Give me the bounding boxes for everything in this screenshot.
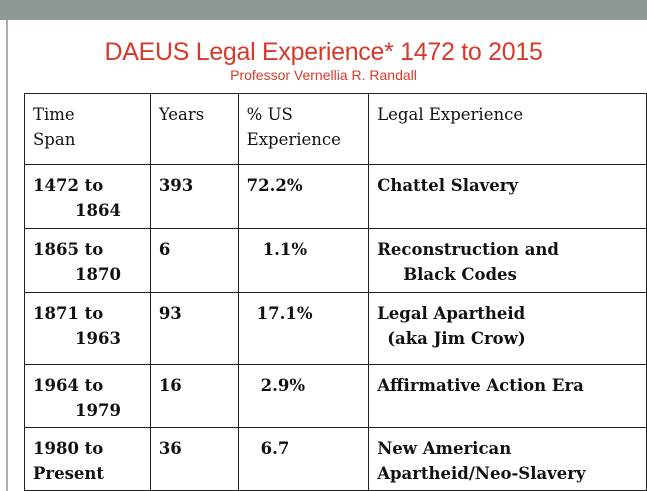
percent-cell: 2.9% [237,364,370,428]
percent-cell: 72.2% [237,164,370,229]
experience-cell: Reconstruction and Black Codes [368,228,647,293]
years-cell: 36 [149,427,239,491]
span-cell: 1865 to 1870 [24,228,151,293]
legal-experience-table: Time Span Years % US Experience Legal Ex… [24,93,647,491]
percent-value: 72.2% [246,176,303,195]
span-to: 1864 [75,201,121,220]
experience-line1: Chattel Slavery [377,176,519,195]
years-cell: 6 [149,228,239,293]
span-from: 1871 to [33,304,104,323]
table-row: 1865 to 1870 6 1.1% Reconstruction and B… [24,228,647,293]
percent-cell: 1.1% [237,228,370,293]
header-legal-experience: Legal Experience [368,93,647,165]
table-header-row: Time Span Years % US Experience Legal Ex… [24,93,647,165]
percent-value: 1.1% [262,240,308,259]
span-from: 1472 to [33,176,104,195]
experience-cell: Legal Apartheid (aka Jim Crow) [368,292,647,365]
header-years-label: Years [158,105,205,124]
table-row: 1472 to 1864 393 72.2% Chattel Slavery [24,164,647,229]
span-from: 1980 to [33,439,104,458]
span-from: 1865 to [33,240,104,259]
experience-line1: Legal Apartheid [377,304,526,323]
span-cell: 1964 to 1979 [24,364,151,428]
experience-cell: Affirmative Action Era [368,364,647,428]
slide-left-border [6,20,8,491]
span-cell: 1472 to 1864 [24,164,151,229]
span-to: 1979 [75,401,121,420]
slide-title: DAEUS Legal Experience* 1472 to 2015 [104,38,543,66]
years-cell: 93 [149,292,239,365]
experience-cell: New American Apartheid/Neo-Slavery [368,427,647,491]
table-row: 1964 to 1979 16 2.9% Affirmative Action … [24,364,647,428]
header-legal-experience-label: Legal Experience [377,105,524,124]
percent-cell: 17.1% [237,292,370,365]
span-cell: 1980 to Present [24,427,151,491]
experience-line2: Black Codes [403,265,517,284]
experience-line1: Affirmative Action Era [377,376,584,395]
header-years: Years [149,93,239,165]
percent-value: 17.1% [256,304,313,323]
span-to: Present [33,464,105,483]
header-time-span: Time Span [24,93,151,165]
percent-value: 2.9% [260,376,306,395]
header-time-span-line1: Time [33,105,75,124]
header-percent-line1: % US [246,105,293,124]
span-to: 1963 [75,329,121,348]
slide-top-bar [0,0,647,20]
header-time-span-line2: Span [33,130,76,149]
table-row: 1980 to Present 36 6.7 New American Apar… [24,427,647,491]
experience-cell: Chattel Slavery [368,164,647,229]
header-percent-line2: Experience [246,130,341,149]
table-row: 1871 to 1963 93 17.1% Legal Apartheid (a… [24,292,647,365]
experience-line2: Apartheid/Neo-Slavery [377,464,586,483]
experience-line1: Reconstruction and [377,240,559,259]
span-from: 1964 to [33,376,104,395]
slide-subtitle: Professor Vernellia R. Randall [230,67,417,83]
experience-line1: New American [377,439,512,458]
years-cell: 393 [149,164,239,229]
span-to: 1870 [75,265,121,284]
percent-value: 6.7 [260,439,290,458]
years-cell: 16 [149,364,239,428]
experience-line2: (aka Jim Crow) [387,329,526,348]
percent-cell: 6.7 [237,427,370,491]
span-cell: 1871 to 1963 [24,292,151,365]
header-percent: % US Experience [237,93,370,165]
